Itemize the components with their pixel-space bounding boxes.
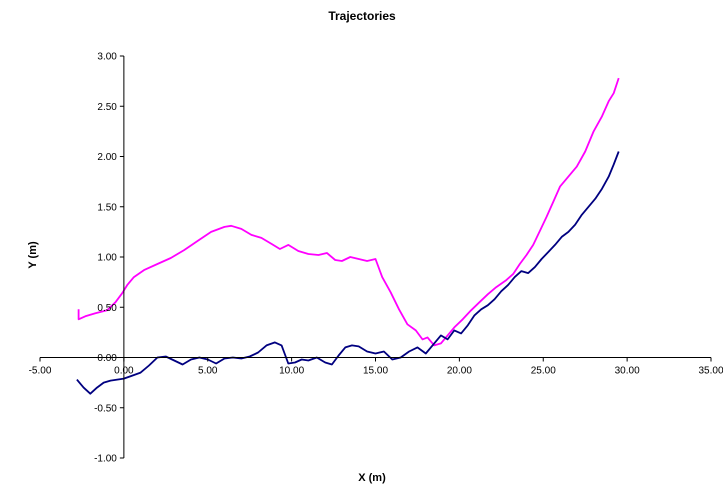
x-tick-label: 25.00 [531, 366, 556, 377]
y-tick-label: 3.00 [97, 52, 117, 63]
x-tick-label: 10.00 [279, 366, 304, 377]
x-tick-label: 20.00 [447, 366, 472, 377]
ticks-layer: -5.00 0.00 5.00 10.00 15.00 20.00 25.00 30.00 35… [29, 52, 723, 465]
y-tick-label: 0.00 [97, 353, 117, 364]
series-line-1 [77, 77, 620, 347]
y-axis-title: Y (m) [27, 241, 39, 269]
axes-layer [40, 56, 711, 458]
x-tick-label: 15.00 [363, 366, 388, 377]
y-tick-label: 2.00 [97, 152, 117, 163]
y-tick-label: -0.50 [94, 403, 117, 414]
x-tick-label: 30.00 [615, 366, 640, 377]
x-tick-label: 5.00 [198, 366, 218, 377]
y-tick-label: 1.50 [97, 202, 117, 213]
y-tick-label: -1.00 [94, 454, 117, 465]
series-layer [76, 77, 620, 395]
y-tick-label: 1.00 [97, 253, 117, 264]
x-tick-label: 35.00 [698, 366, 723, 377]
y-tick-label: 2.50 [97, 102, 117, 113]
x-tick-label: 0.00 [114, 366, 134, 377]
x-tick-label: -5.00 [29, 366, 52, 377]
y-tick-label: 0.50 [97, 303, 117, 314]
x-axis-title: X (m) [358, 472, 386, 484]
chart-title: Trajectories [328, 9, 396, 23]
